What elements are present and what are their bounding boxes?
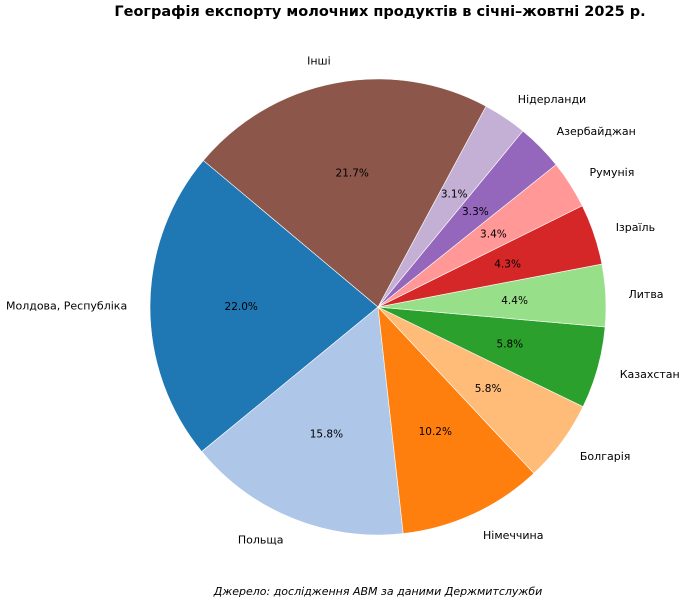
category-label: Ізраїль <box>616 221 655 234</box>
pie-slice-молдова-республіка <box>149 160 379 453</box>
percent-label: 3.4% <box>480 229 507 241</box>
category-label: Азербайджан <box>557 125 636 138</box>
pie-slice-німеччина <box>377 306 535 534</box>
category-label: Болгарія <box>580 450 630 463</box>
pie-slices <box>149 78 607 536</box>
category-label: Польща <box>238 533 284 546</box>
category-label: Румунія <box>590 166 635 179</box>
percent-label: 3.3% <box>462 206 489 218</box>
percent-label: 10.2% <box>419 426 452 438</box>
category-label: Казахстан <box>620 368 680 381</box>
pie-slice-інші <box>202 78 487 308</box>
category-label: Нідерланди <box>518 93 586 106</box>
percent-label: 5.8% <box>475 383 502 395</box>
category-label: Молдова, Республіка <box>6 300 127 313</box>
category-labels: Молдова, Республіка Польща Німеччина Болгар… <box>6 55 680 547</box>
percent-label: 5.8% <box>496 339 523 351</box>
source-note: Джерело: дослідження АВМ за даними Держм… <box>213 585 543 598</box>
percent-label: 3.1% <box>441 188 468 200</box>
pie-slice-польща <box>201 306 404 536</box>
percent-label: 21.7% <box>336 168 369 180</box>
category-label: Литва <box>629 288 664 301</box>
category-label: Німеччина <box>483 529 543 542</box>
percent-label: 4.3% <box>494 258 521 270</box>
percent-labels: 22.0% 15.8% 10.2% 5.8% 5.8% 4.4% 4.3% 3.4% 3.3% 3… <box>225 168 528 441</box>
percent-label: 22.0% <box>225 301 258 313</box>
percent-label: 15.8% <box>310 429 343 441</box>
chart-title: Географія експорту молочних продуктів в … <box>114 4 646 20</box>
percent-label: 4.4% <box>501 295 528 307</box>
category-label: Інші <box>307 55 331 68</box>
